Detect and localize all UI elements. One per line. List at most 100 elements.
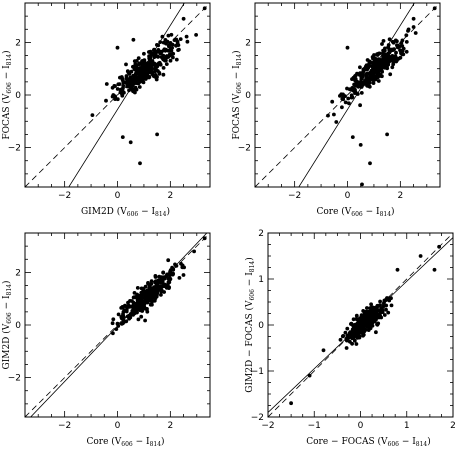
data-point [159, 281, 164, 285]
data-point [104, 98, 108, 103]
data-point [355, 71, 359, 76]
data-point [115, 87, 120, 91]
data-point [388, 47, 393, 52]
data-point [355, 336, 360, 340]
data-point [357, 80, 362, 85]
data-point [380, 42, 384, 46]
data-point [147, 50, 151, 54]
data-point [382, 313, 387, 317]
data-point [359, 91, 364, 95]
data-point [348, 330, 353, 334]
data-point [178, 37, 183, 41]
x-axis-label: GIM2D (V606 − I814) [81, 206, 170, 218]
data-point [393, 38, 398, 43]
data-point [341, 97, 346, 102]
data-point [166, 48, 171, 53]
data-point [351, 317, 356, 322]
data-point [134, 75, 139, 80]
data-point [350, 341, 354, 346]
data-point [343, 94, 347, 98]
data-point [121, 314, 126, 319]
data-point [153, 296, 158, 301]
data-point [171, 55, 175, 60]
data-point [330, 99, 335, 104]
data-point [115, 321, 120, 326]
data-point [153, 289, 158, 294]
data-point [148, 302, 153, 307]
x-tick-label: 0 [115, 191, 121, 201]
data-point [167, 277, 172, 282]
data-point [390, 39, 395, 44]
data-point [369, 302, 373, 307]
data-point [194, 33, 199, 37]
data-point [369, 305, 374, 310]
data-point [386, 54, 391, 58]
y-tick-label: 2 [258, 229, 264, 239]
x-tick-label: 1 [404, 421, 410, 431]
data-point [350, 95, 355, 100]
data-point [160, 34, 165, 39]
data-point [350, 336, 354, 341]
data-point [131, 295, 136, 300]
y-tick-label: −2 [238, 144, 251, 154]
data-point [391, 62, 396, 67]
data-point [354, 313, 359, 318]
y-tick-label: −2 [8, 374, 21, 384]
data-point [176, 43, 181, 47]
data-point [149, 279, 154, 283]
x-axis-label: Core (V606 − I814) [86, 436, 164, 448]
data-point [344, 346, 349, 350]
data-point [147, 64, 152, 68]
data-point [137, 78, 142, 83]
one-to-one-line [255, 3, 440, 187]
data-point [127, 84, 132, 89]
data-point [133, 85, 138, 90]
data-point [137, 85, 142, 89]
data-point [131, 37, 136, 42]
data-point [133, 62, 138, 67]
data-point [387, 50, 392, 55]
data-point [120, 321, 125, 325]
data-point [141, 300, 145, 305]
data-point [350, 135, 355, 140]
y-tick-label: 0 [258, 321, 264, 331]
data-point [164, 273, 169, 278]
data-point [437, 244, 441, 249]
data-point [202, 236, 207, 241]
data-point [143, 318, 148, 323]
data-point [432, 267, 437, 272]
data-point [371, 70, 376, 75]
data-point [177, 276, 182, 280]
data-point [366, 80, 371, 84]
data-point [385, 132, 389, 137]
data-point [393, 54, 398, 59]
data-point [362, 310, 367, 314]
data-point [375, 316, 379, 320]
data-point [389, 303, 394, 308]
data-point [340, 105, 344, 110]
data-point [137, 294, 141, 298]
data-point [376, 59, 381, 64]
data-point [142, 51, 146, 56]
data-point [141, 305, 146, 310]
x-tick-label: 2 [450, 421, 456, 431]
data-point [391, 58, 395, 63]
data-point [343, 100, 348, 105]
data-point [121, 83, 126, 88]
data-point [111, 317, 116, 322]
data-point [143, 65, 148, 70]
data-point [368, 75, 372, 80]
data-point [157, 71, 162, 76]
data-point [134, 59, 139, 63]
y-tick-label: 2 [245, 38, 251, 48]
data-point [136, 298, 141, 303]
data-point [394, 59, 399, 64]
data-point [157, 274, 162, 279]
data-point [161, 72, 166, 77]
data-point [147, 286, 152, 290]
data-point [179, 261, 183, 266]
data-point [140, 309, 145, 313]
data-point [156, 48, 161, 52]
